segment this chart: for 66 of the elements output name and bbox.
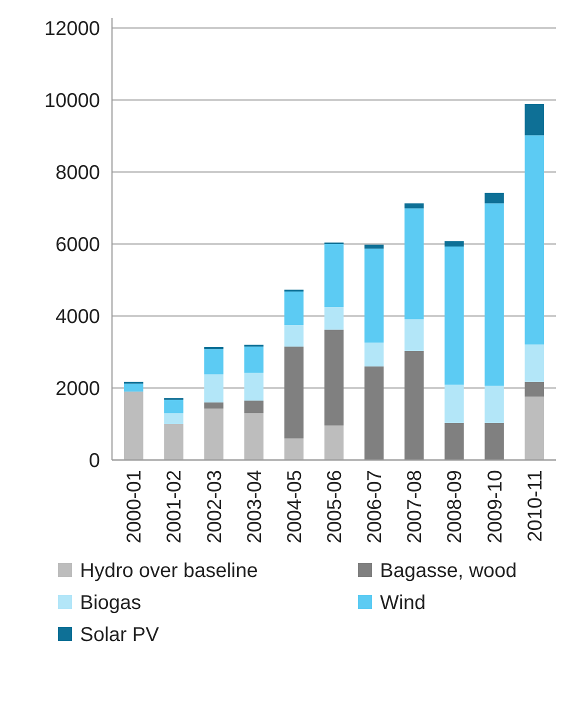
- bar: [404, 319, 424, 351]
- bar: [404, 350, 424, 460]
- bar: [444, 384, 464, 423]
- bar: [204, 408, 224, 460]
- bar: [524, 396, 544, 460]
- y-tick-label: 12000: [44, 18, 100, 40]
- bar: [204, 349, 224, 374]
- y-tick-label: 4000: [56, 306, 100, 328]
- x-tick-label: 2010-11: [524, 470, 546, 542]
- bar: [524, 104, 544, 136]
- bar: [524, 135, 544, 344]
- bar: [164, 424, 184, 460]
- legend-label: Wind: [380, 592, 426, 614]
- bar: [484, 422, 504, 460]
- bar: [244, 372, 264, 401]
- bar: [404, 208, 424, 320]
- bar: [284, 292, 304, 325]
- bar: [204, 402, 224, 409]
- bar: [364, 248, 384, 343]
- x-tick-label: 2003-04: [244, 470, 266, 544]
- bar: [524, 344, 544, 382]
- x-tick-label: 2001-02: [164, 470, 186, 544]
- bar: [484, 192, 504, 204]
- bar: [324, 307, 344, 330]
- bar: [244, 413, 264, 460]
- bar: [444, 241, 464, 247]
- bar: [124, 384, 144, 392]
- x-tick-label: 2006-07: [364, 470, 386, 544]
- x-tick-label: 2002-03: [204, 470, 226, 544]
- legend-label: Biogas: [80, 592, 142, 614]
- bar: [324, 330, 344, 426]
- bar: [284, 325, 304, 347]
- bar: [204, 374, 224, 402]
- legend-label: Hydro over baseline: [80, 560, 258, 582]
- bar: [324, 425, 344, 460]
- bar: [404, 203, 424, 208]
- bar: [484, 203, 504, 386]
- y-tick-label: 0: [88, 450, 100, 472]
- bar: [364, 366, 384, 460]
- bar: [444, 422, 464, 460]
- x-tick-label: 2005-06: [324, 470, 346, 544]
- x-tick-label: 2000-01: [124, 470, 146, 544]
- bar: [284, 438, 304, 460]
- x-tick-label: 2007-08: [404, 470, 426, 544]
- bar: [124, 392, 144, 460]
- x-tick-label: 2008-09: [444, 470, 466, 544]
- bar: [244, 346, 264, 373]
- bar: [324, 244, 344, 307]
- bar: [284, 346, 304, 438]
- legend-label: Solar PV: [80, 624, 160, 646]
- bar: [164, 413, 184, 424]
- legend-label: Bagasse, wood: [380, 560, 517, 582]
- y-tick-label: 6000: [56, 234, 100, 256]
- y-tick-label: 2000: [56, 378, 100, 400]
- x-tick-label: 2009-10: [484, 470, 506, 544]
- x-tick-label: 2004-05: [284, 470, 306, 544]
- bar: [484, 386, 504, 423]
- bar: [244, 400, 264, 414]
- bar: [444, 246, 464, 385]
- bar: [524, 382, 544, 397]
- y-tick-label: 8000: [56, 162, 100, 184]
- bar: [364, 342, 384, 366]
- bar: [364, 244, 384, 249]
- bar: [204, 346, 224, 350]
- bar: [164, 400, 184, 414]
- y-tick-label: 10000: [44, 90, 100, 112]
